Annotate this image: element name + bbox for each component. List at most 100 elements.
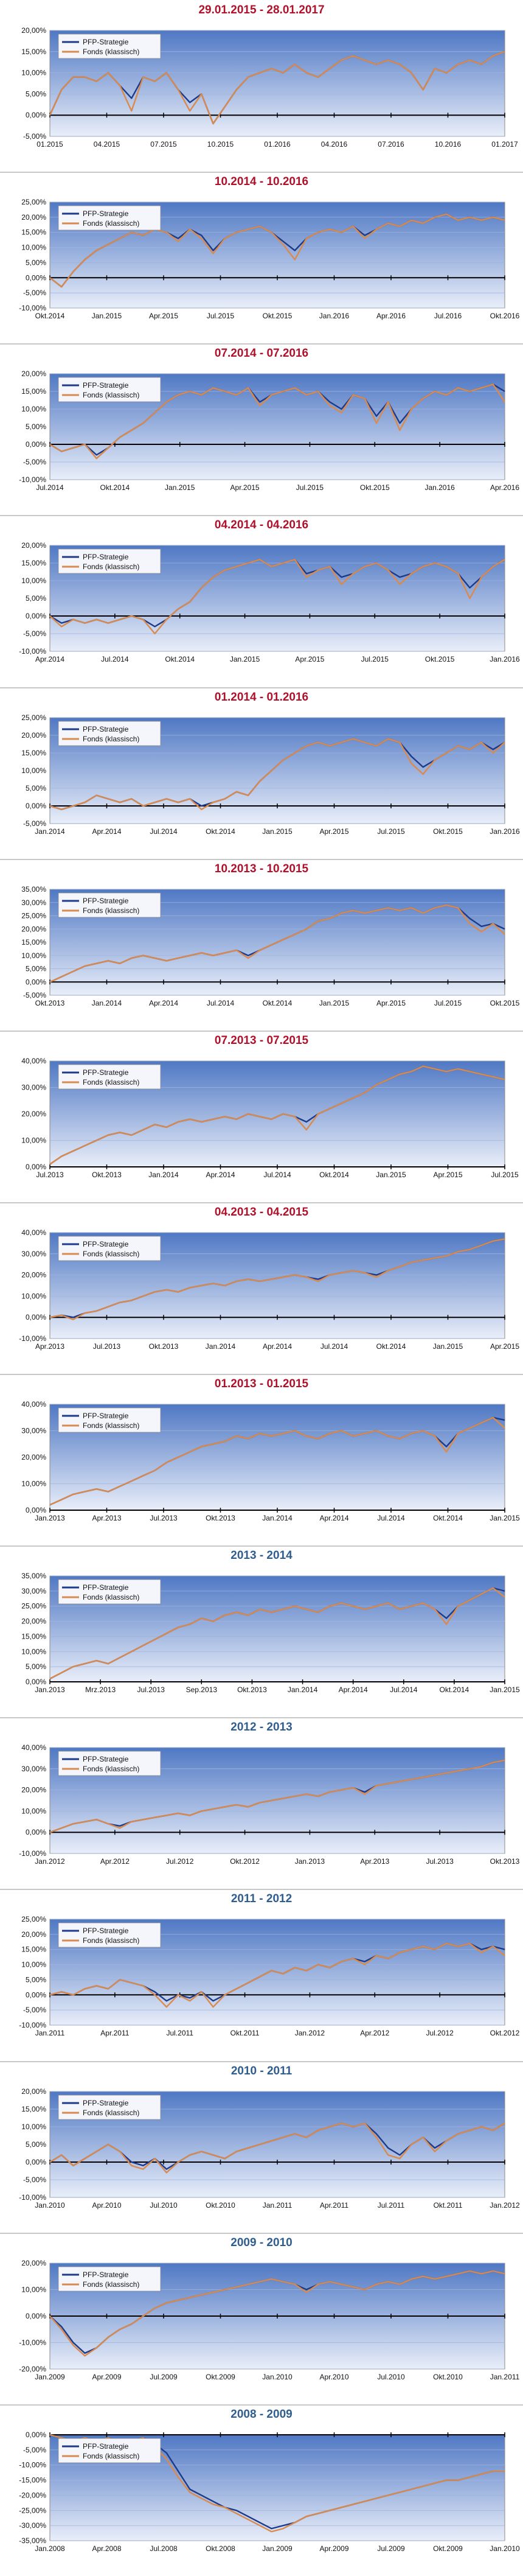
x-tick-label: Apr.2013 [35, 1342, 64, 1351]
x-tick-label: Jan.2014 [35, 827, 65, 836]
legend-label-fonds: Fonds (klassisch) [83, 1078, 139, 1087]
chart-panel: 07.2013 - 07.2015 40,00% 30,00% 20,00% 10,00… [0, 1031, 523, 1202]
x-tick-label: Apr.2014 [149, 999, 178, 1007]
x-tick-label: Okt.2016 [490, 312, 520, 320]
x-tick-label: Okt.2013 [35, 999, 65, 1007]
legend-label-strategie: PFP-Strategie [83, 1068, 129, 1077]
chart-panel: 01.2013 - 01.2015 40,00% 30,00% 20,00% 10,00… [0, 1374, 523, 1545]
y-tick-label: 20,00% [21, 1453, 46, 1461]
y-tick-label: 25,00% [21, 1915, 46, 1923]
chart-panel: 2009 - 2010 20,00% 10,00% 0,00% -10,00% -20,0… [0, 2233, 523, 2404]
line-chart: 35,00% 30,00% 25,00% 20,00% 15,00% 10,00% 5,00… [21, 885, 519, 1007]
legend-label-strategie: PFP-Strategie [83, 1412, 129, 1420]
x-tick-label: Apr.2011 [100, 2029, 129, 2037]
x-tick-label: Apr.2013 [92, 1514, 121, 1522]
x-tick-label: Apr.2015 [490, 1342, 519, 1351]
x-tick-label: Jan.2010 [35, 2201, 65, 2210]
x-tick-label: 07.2016 [378, 140, 404, 149]
legend-box [58, 892, 161, 918]
y-tick-label: -10,00% [19, 475, 46, 484]
legend-label-fonds: Fonds (klassisch) [83, 2280, 139, 2289]
y-tick-label: 0,00% [26, 1163, 46, 1171]
line-chart: 25,00% 20,00% 15,00% 10,00% 5,00% 0,00% -5,00%… [21, 713, 520, 836]
x-tick-label: Jan.2011 [263, 2201, 293, 2210]
y-tick-label: 30,00% [21, 1765, 46, 1773]
x-tick-label: 10.2016 [435, 140, 462, 149]
x-tick-label: Okt.2015 [433, 827, 463, 836]
panel-separator [0, 2233, 523, 2234]
chart-panel: 2013 - 2014 35,00% 30,00% 25,00% 20,00% 15,00… [0, 1545, 523, 1717]
y-tick-label: 25,00% [21, 912, 46, 920]
y-tick-label: 10,00% [21, 576, 46, 585]
x-tick-label: Jul.2014 [150, 827, 178, 836]
chart-panel: 07.2014 - 07.2016 20,00% 15,00% 10,00% 5,00%… [0, 343, 523, 515]
line-chart: 25,00% 20,00% 15,00% 10,00% 5,00% 0,00% -5,00%… [19, 198, 520, 320]
x-tick-label: Jan.2010 [490, 2544, 520, 2553]
x-tick-label: Okt.2014 [319, 1171, 349, 1179]
y-tick-label: 5,00% [26, 1975, 46, 1984]
x-tick-label: Jul.2013 [150, 1514, 178, 1522]
x-tick-label: Jul.2013 [426, 1857, 454, 1866]
line-chart: 40,00% 30,00% 20,00% 10,00% 0,00%Jan.2013 Apr… [21, 1400, 520, 1522]
legend-label-strategie: PFP-Strategie [83, 2270, 129, 2279]
legend-label-fonds: Fonds (klassisch) [83, 391, 139, 399]
x-tick-label: Okt.2011 [434, 2201, 463, 2210]
x-tick-label: 10.2015 [207, 140, 234, 149]
x-tick-label: Jul.2013 [93, 1342, 121, 1351]
y-tick-label: 10,00% [21, 1136, 46, 1145]
x-tick-label: Apr.2013 [360, 1857, 389, 1866]
y-tick-label: 10,00% [21, 766, 46, 775]
chart-title: 2010 - 2011 [230, 2065, 293, 2077]
legend-label-strategie: PFP-Strategie [83, 1927, 129, 1935]
x-tick-label: Okt.2014 [376, 1342, 406, 1351]
y-tick-label: 40,00% [21, 1743, 46, 1752]
x-tick-label: 04.2015 [94, 140, 120, 149]
y-tick-label: 5,00% [26, 258, 46, 267]
x-tick-label: Jan.2009 [35, 2373, 65, 2381]
y-tick-label: 15,00% [21, 2105, 46, 2113]
legend-label-fonds: Fonds (klassisch) [83, 1250, 139, 1258]
y-tick-label: 20,00% [21, 925, 46, 933]
x-tick-label: Apr.2010 [319, 2373, 348, 2381]
chart-panel: 2011 - 2012 25,00% 20,00% 15,00% 10,00% 5,00%… [0, 1889, 523, 2060]
chart-panel: 29.01.2015 - 28.01.2017 20,00% 15,00% 10,00… [0, 0, 523, 172]
x-tick-label: Okt.2015 [263, 312, 293, 320]
x-tick-label: Okt.2014 [440, 1685, 469, 1694]
x-tick-label: Apr.2014 [263, 1342, 292, 1351]
line-chart: 35,00% 30,00% 25,00% 20,00% 15,00% 10,00% 5,00… [21, 1572, 520, 1694]
series-line-fonds-klassisch [49, 2270, 505, 2357]
chart-title: 2013 - 2014 [230, 1549, 293, 1562]
y-tick-label: 40,00% [21, 1057, 46, 1065]
series-line-fonds-klassisch [49, 1065, 505, 1165]
legend-label-fonds: Fonds (klassisch) [83, 735, 139, 743]
line-chart: 25,00% 20,00% 15,00% 10,00% 5,00% 0,00% -5,00%… [19, 1915, 519, 2037]
y-tick-label: 10,00% [21, 405, 46, 413]
y-tick-label: -10,00% [19, 2021, 46, 2029]
x-tick-label: Jul.2008 [150, 2544, 178, 2553]
y-tick-label: -25,00% [19, 2506, 46, 2515]
x-tick-label: Jan.2015 [165, 483, 195, 492]
x-tick-label: Okt.2011 [230, 2029, 260, 2037]
x-tick-label: Jul.2010 [377, 2373, 405, 2381]
x-tick-label: Apr.2012 [100, 1857, 130, 1866]
x-tick-label: Okt.2010 [206, 2201, 235, 2210]
series-line-fonds-klassisch [49, 1942, 505, 2008]
y-tick-label: 0,00% [26, 440, 46, 449]
line-chart: 20,00% 15,00% 10,00% 5,00% 0,00% -5,00% -10,00… [19, 541, 520, 663]
legend-label-fonds: Fonds (klassisch) [83, 219, 139, 228]
x-tick-label: Okt.2014 [433, 1514, 463, 1522]
x-tick-label: 01.2017 [491, 140, 518, 149]
x-tick-label: Jul.2014 [390, 1685, 418, 1694]
x-tick-label: Apr.2015 [319, 827, 348, 836]
x-tick-label: Jan.2015 [262, 827, 293, 836]
y-tick-label: 0,00% [26, 1678, 46, 1686]
chart-title: 01.2013 - 01.2015 [214, 1377, 309, 1390]
y-tick-label: 20,00% [21, 1617, 46, 1626]
